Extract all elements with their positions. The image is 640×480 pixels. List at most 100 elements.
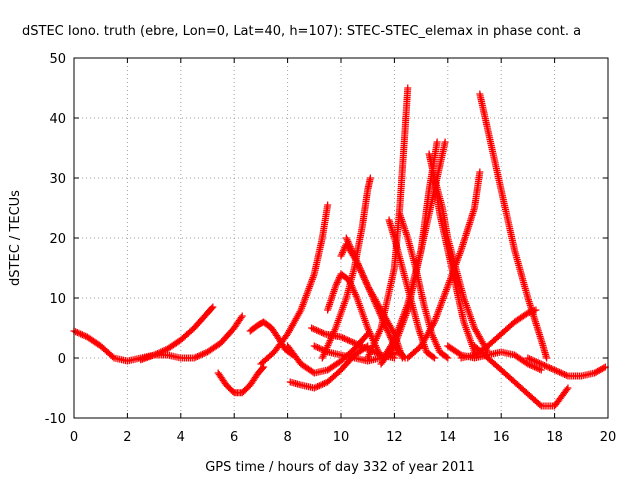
data-point bbox=[559, 370, 567, 378]
data-series bbox=[430, 174, 492, 356]
tick-labels: 0 2 4 6 8 10 12 14 16 18 20 -10 0 10 20 30 40 50 bbox=[45, 52, 617, 445]
data-point bbox=[546, 364, 554, 372]
data-point bbox=[324, 201, 332, 209]
data-point bbox=[529, 356, 537, 364]
data-point bbox=[456, 350, 464, 358]
data-point bbox=[238, 312, 246, 320]
data-series bbox=[457, 306, 540, 362]
data-point bbox=[526, 355, 534, 363]
data-point bbox=[366, 174, 374, 182]
data-point bbox=[314, 327, 322, 335]
data-point bbox=[200, 350, 208, 357]
data-point bbox=[80, 332, 88, 339]
data-point bbox=[430, 354, 438, 362]
data-point bbox=[532, 306, 540, 314]
y-tick-label: 20 bbox=[49, 232, 66, 247]
data-point bbox=[345, 337, 353, 345]
x-tick-label: 2 bbox=[123, 430, 131, 445]
data-series bbox=[404, 168, 484, 362]
data-point bbox=[556, 368, 564, 376]
x-tick-label: 10 bbox=[333, 430, 350, 445]
data-point bbox=[557, 369, 565, 377]
data-point bbox=[312, 383, 320, 391]
data-point bbox=[310, 384, 318, 392]
data-point bbox=[198, 350, 206, 358]
x-tick-label: 16 bbox=[493, 430, 510, 445]
data-point bbox=[354, 341, 362, 348]
data-point bbox=[389, 338, 397, 346]
data-point bbox=[442, 353, 450, 361]
data-point bbox=[539, 361, 547, 369]
data-point bbox=[314, 383, 322, 390]
x-tick-label: 12 bbox=[386, 430, 403, 445]
data-point bbox=[319, 380, 327, 388]
data-point bbox=[532, 364, 540, 372]
y-tick-label: 50 bbox=[49, 52, 66, 67]
data-point bbox=[208, 304, 216, 312]
data-point bbox=[352, 340, 360, 348]
data-point bbox=[551, 366, 559, 374]
data-point bbox=[543, 354, 551, 362]
data-point bbox=[314, 344, 322, 351]
data-point bbox=[564, 384, 572, 392]
data-point bbox=[537, 360, 545, 368]
data-point bbox=[312, 343, 320, 351]
data-series bbox=[318, 174, 374, 362]
x-tick-label: 18 bbox=[546, 430, 563, 445]
x-tick-label: 4 bbox=[177, 430, 185, 445]
data-point bbox=[536, 359, 544, 367]
data-point bbox=[190, 354, 198, 362]
data-point bbox=[315, 344, 323, 352]
data-point bbox=[357, 342, 365, 350]
x-tick-label: 8 bbox=[283, 430, 291, 445]
data-point bbox=[318, 329, 326, 336]
data-point bbox=[524, 354, 532, 362]
y-tick-label: 30 bbox=[49, 172, 66, 187]
data-point bbox=[433, 138, 441, 146]
data-point bbox=[429, 353, 437, 361]
data-point bbox=[72, 328, 80, 336]
data-point bbox=[192, 353, 200, 361]
data-point bbox=[317, 381, 325, 389]
data-point bbox=[441, 138, 449, 146]
y-tick-label: 40 bbox=[49, 112, 66, 127]
data-point bbox=[537, 366, 545, 374]
data-series bbox=[257, 201, 332, 368]
tick-marks bbox=[73, 57, 609, 419]
data-point bbox=[337, 333, 345, 341]
x-tick-label: 20 bbox=[600, 430, 617, 445]
chart-title: dSTEC Iono. truth (ebre, Lon=0, Lat=40, … bbox=[22, 24, 581, 39]
data-point bbox=[444, 354, 452, 362]
data-point bbox=[359, 343, 367, 351]
data-point bbox=[542, 362, 550, 370]
data-point bbox=[209, 303, 217, 311]
data-point bbox=[195, 352, 203, 360]
data-point bbox=[554, 368, 562, 375]
data-point bbox=[309, 325, 317, 333]
data-point bbox=[360, 344, 368, 351]
y-tick-label: -10 bbox=[45, 412, 66, 427]
data-point bbox=[562, 371, 570, 379]
data-point bbox=[527, 356, 535, 363]
data-point bbox=[75, 329, 83, 337]
data-point bbox=[544, 363, 552, 371]
data-series bbox=[70, 303, 217, 365]
y-tick-label: 0 bbox=[58, 352, 66, 367]
data-point bbox=[534, 359, 542, 366]
data-point bbox=[193, 353, 201, 360]
data-points bbox=[70, 84, 609, 410]
data-point bbox=[316, 328, 324, 336]
y-axis-label: dSTEC / TECUs bbox=[8, 190, 23, 286]
x-tick-label: 14 bbox=[440, 430, 457, 445]
data-point bbox=[552, 367, 560, 375]
data-point bbox=[355, 341, 363, 349]
data-point bbox=[320, 380, 328, 387]
data-point bbox=[476, 168, 484, 176]
data-point bbox=[526, 361, 534, 369]
data-point bbox=[531, 357, 539, 365]
data-point bbox=[534, 365, 542, 372]
x-tick-label: 0 bbox=[70, 430, 78, 445]
x-tick-label: 6 bbox=[230, 430, 238, 445]
data-series bbox=[137, 312, 246, 364]
data-point bbox=[600, 364, 608, 372]
